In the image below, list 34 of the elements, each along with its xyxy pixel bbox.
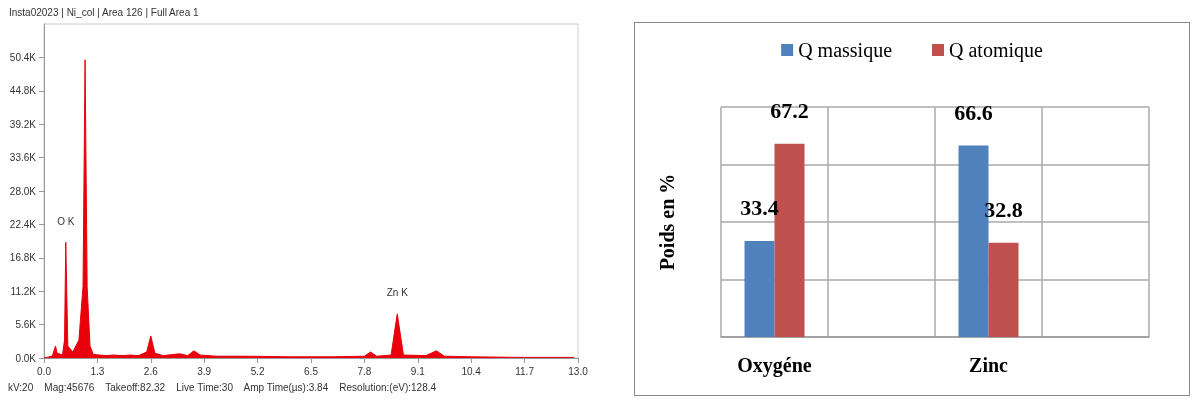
- legend-label: Q atomique: [949, 39, 1043, 62]
- y-tick-label: 39.2K: [9, 118, 37, 130]
- x-tick-label: Zinc: [969, 354, 1009, 376]
- x-tick-label: 3.9: [197, 365, 212, 377]
- x-tick-label: 7.8: [357, 365, 372, 377]
- annotation: O K: [57, 215, 75, 227]
- y-tick-label: 0.0K: [15, 352, 37, 364]
- x-tick-label: 10.4: [461, 365, 482, 377]
- legend-label: Q massique: [798, 39, 893, 62]
- y-tick-label: 33.6K: [9, 152, 37, 164]
- chart-title: Insta02023 | Ni_col | Area 126 | Full Area 1: [9, 6, 200, 18]
- x-tick-label: 5.2: [250, 365, 265, 377]
- data-label: 67.2: [770, 98, 809, 124]
- y-tick-label: 28.0K: [9, 185, 37, 197]
- x-tick-label: Oxygéne: [737, 354, 812, 377]
- x-tick-label: 6.5: [304, 365, 319, 377]
- y-axis-title: Poids en %: [656, 173, 678, 271]
- bar: [988, 242, 1019, 337]
- y-tick-label: 44.8K: [9, 85, 37, 97]
- annotation: Zn K: [386, 287, 409, 299]
- data-label: 66.6: [954, 100, 993, 126]
- x-tick-label: 1.3: [90, 365, 105, 377]
- y-tick-label: 50.4K: [9, 51, 37, 63]
- x-tick-label: 11.7: [515, 365, 535, 377]
- y-tick-label: 5.6K: [15, 319, 37, 331]
- y-tick-label: 11.2K: [10, 285, 37, 297]
- y-tick-label: 16.8K: [9, 252, 37, 264]
- text: kV:20 Mag:45676 Takeoff:82.32 Live Time:30 Amp Time(µs):3.84 Resolution:(eV):128.4: [8, 381, 437, 393]
- x-tick-label: 9.1: [410, 365, 426, 377]
- x-tick-label: 0.0: [37, 365, 52, 377]
- bar: [744, 240, 775, 337]
- x-tick-label: 13.0: [568, 365, 589, 377]
- y-tick-label: 22.4K: [9, 218, 37, 230]
- x-tick-label: 2.6: [143, 365, 159, 377]
